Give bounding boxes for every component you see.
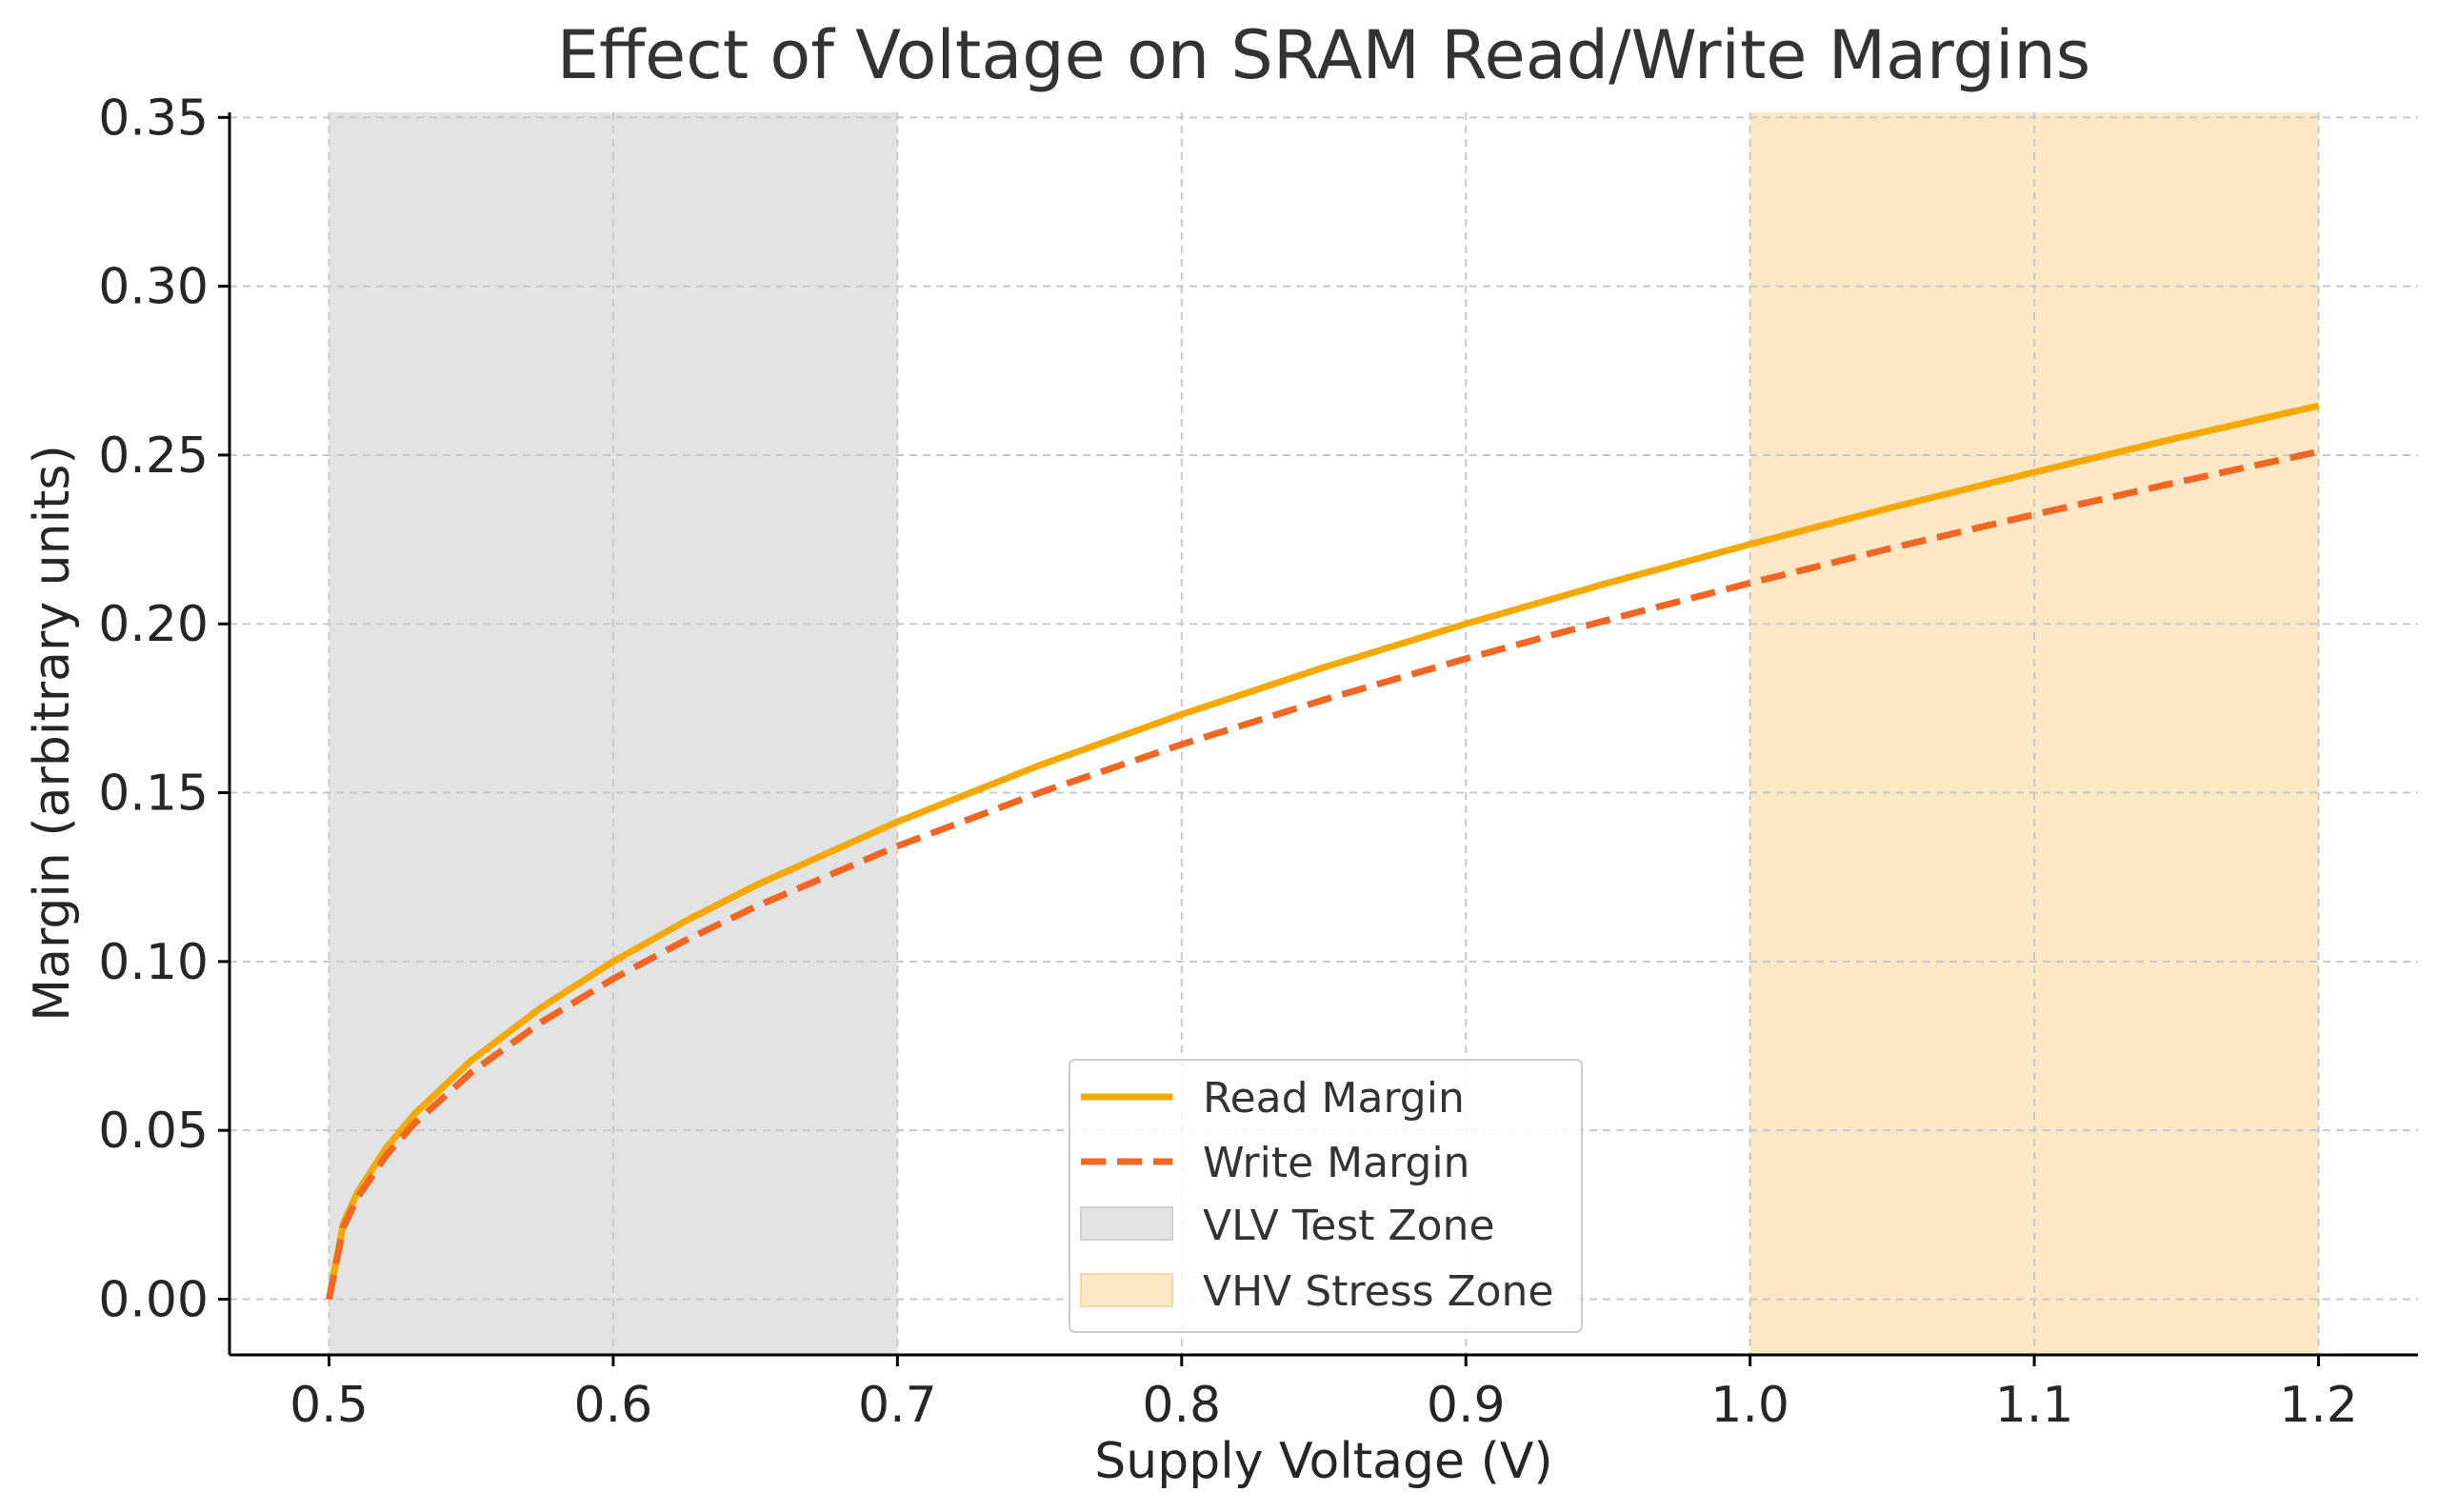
y-tick-label: 0.35 [98, 90, 209, 147]
tick-labels: 0.5 0.6 0.7 0.8 0.9 1.0 1.1 1.2 0.00 0.05 0.10 0.15… [98, 90, 2358, 1434]
legend-vhv-zone-label: VHV Stress Zone [1203, 1267, 1554, 1316]
y-tick-label: 0.10 [98, 934, 209, 991]
series-lines [326, 402, 2320, 1301]
legend-vhv-zone-swatch [1080, 1273, 1173, 1307]
y-tick-label: 0.30 [98, 259, 209, 316]
x-tick-label: 0.7 [858, 1377, 937, 1434]
y-tick-label: 0.05 [98, 1103, 209, 1160]
legend-vlv-zone-swatch [1080, 1206, 1173, 1241]
x-tick-label: 0.9 [1427, 1377, 1506, 1434]
y-tick-label: 0.15 [98, 766, 209, 823]
x-tick-label: 0.8 [1142, 1377, 1221, 1434]
y-tick-label: 0.20 [98, 596, 209, 653]
x-tick-label: 1.0 [1710, 1377, 1789, 1434]
y-axis-label: Margin (arbitrary units) [24, 445, 81, 1022]
legend-write-margin-label: Write Margin [1203, 1139, 1469, 1187]
legend-box [1069, 1059, 1583, 1333]
y-tick-label: 0.25 [98, 428, 209, 485]
y-tick-label: 0.00 [98, 1271, 209, 1328]
x-tick-label: 1.1 [1995, 1377, 2074, 1434]
x-tick-label: 0.6 [574, 1377, 653, 1434]
legend-read-margin-label: Read Margin [1203, 1074, 1465, 1123]
series-line-read-margin [326, 402, 2320, 1301]
series-line-write-margin [326, 448, 2320, 1301]
axes [228, 112, 2418, 1357]
legend: Read Margin Write Margin VLV Test Zone V… [1069, 1059, 1583, 1333]
x-tick-label: 0.5 [290, 1377, 369, 1434]
chart-title: Effect of Voltage on SRAM Read/Write Mar… [557, 16, 2091, 94]
x-tick-label: 1.2 [2279, 1377, 2358, 1434]
legend-vlv-zone-label: VLV Test Zone [1203, 1202, 1495, 1250]
x-axis-label: Supply Voltage (V) [1094, 1433, 1552, 1490]
